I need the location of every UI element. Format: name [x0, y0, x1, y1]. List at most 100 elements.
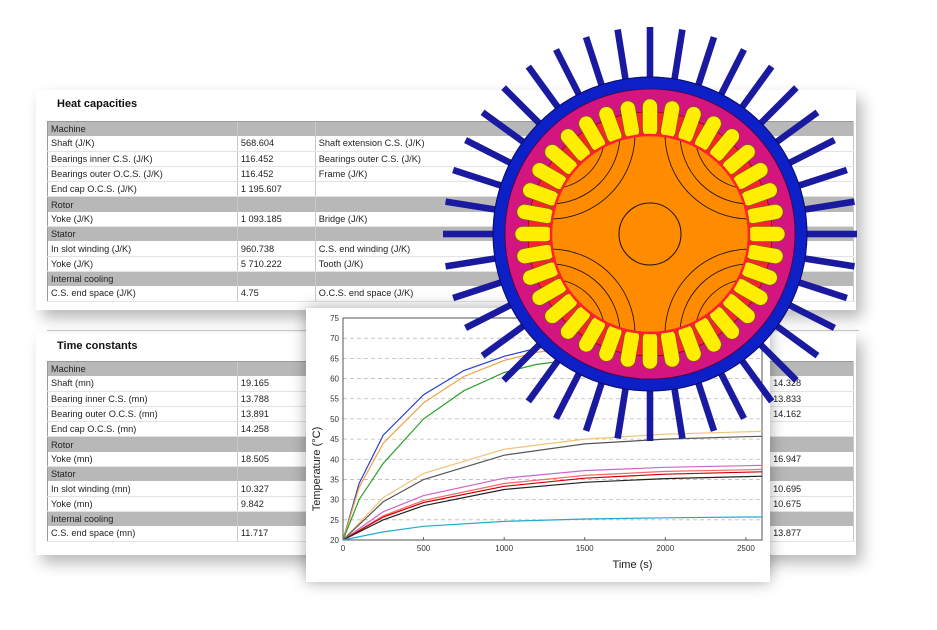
row-value-right: 10.695: [769, 481, 854, 497]
row-value: 10.327: [237, 481, 316, 497]
row-label: In slot winding (J/K): [47, 241, 238, 257]
x-tick-label: 2500: [737, 544, 755, 553]
y-tick-label: 20: [330, 536, 339, 545]
y-tick-label: 60: [330, 375, 339, 384]
empty-cell: [769, 511, 854, 527]
row-value: 11.717: [237, 526, 316, 542]
y-tick-label: 75: [330, 314, 339, 323]
row-label: Yoke (mn): [47, 496, 238, 512]
row-label: In slot winding (mn): [47, 481, 238, 497]
row-value: 18.505: [237, 451, 316, 468]
row-label: Bearing inner C.S. (mn): [47, 391, 238, 407]
x-tick-label: 0: [341, 544, 346, 553]
section-label: Machine: [47, 121, 238, 137]
empty-cell: [237, 271, 316, 287]
y-axis-label: Temperature (°C): [311, 427, 323, 511]
section-label: Rotor: [47, 196, 238, 212]
row-label: Yoke (J/K): [47, 256, 238, 272]
x-tick-label: 1500: [576, 544, 594, 553]
row-value-right: 13.833: [769, 391, 854, 407]
row-label-secondary: Frame (J/K): [315, 166, 855, 183]
row-value: 5 710.222: [237, 256, 316, 272]
section-label: Internal cooling: [47, 511, 238, 527]
row-value: 13.891: [237, 406, 316, 423]
section-header-row: Stator: [47, 226, 855, 242]
section-header-row: Internal cooling: [47, 271, 855, 287]
cooling-pin: [614, 29, 632, 96]
row-label: Bearings inner C.S. (J/K): [47, 151, 238, 167]
series-line-6: [342, 464, 763, 541]
row-label: End cap O.C.S. (mn): [47, 421, 238, 438]
row-value: 1 093.185: [237, 211, 316, 228]
empty-cell: [237, 226, 316, 242]
empty-cell: [237, 511, 316, 527]
temperature-chart: 20 25 30 35 40 45 50 55 60 65 70 75 0 500 1000 1500 2000…: [311, 314, 763, 571]
empty-cell: [315, 226, 855, 242]
row-value: 9.842: [237, 496, 316, 512]
row-value: 4.75: [237, 286, 316, 302]
section-label: Stator: [47, 466, 238, 482]
y-tick-label: 65: [330, 354, 339, 363]
row-value-right: 14.162: [769, 406, 854, 423]
series-line-5: [342, 435, 763, 541]
row-label: Shaft (mn): [47, 376, 238, 392]
section-header-row: Machine: [47, 121, 855, 137]
y-tick-label: 45: [330, 435, 339, 444]
section-label: Internal cooling: [47, 271, 238, 287]
row-label: Shaft (J/K): [47, 136, 238, 152]
row-value: 13.788: [237, 391, 316, 407]
table-row: In slot winding (J/K) 960.738 C.S. end win…: [47, 241, 855, 257]
x-tick-label: 2000: [656, 544, 674, 553]
x-tick-label: 1000: [495, 544, 513, 553]
empty-cell: [237, 361, 316, 377]
empty-cell: [237, 466, 316, 482]
x-axis-label: Time (s): [613, 559, 653, 571]
row-label-secondary: O.C.S. end space (J/K): [315, 286, 855, 302]
series-line-8: [342, 471, 763, 541]
empty-cell: [315, 271, 855, 287]
row-value-right: [769, 421, 854, 438]
y-tick-label: 50: [330, 415, 339, 424]
heat-capacities-table: Machine Shaft (J/K) 568.604 Shaft extension…: [47, 121, 855, 302]
row-value: 116.452: [237, 151, 316, 167]
row-value: 1 195.607: [237, 181, 316, 198]
row-value-right: 14.328: [769, 376, 854, 392]
row-label: C.S. end space (J/K): [47, 286, 238, 302]
series-line-1: [342, 341, 585, 541]
row-label-secondary: Bearings outer C.S. (J/K): [315, 151, 855, 167]
row-value: 19.165: [237, 376, 316, 392]
y-tick-label: 70: [330, 334, 339, 343]
row-value-right: 16.947: [769, 451, 854, 468]
row-label: Yoke (mn): [47, 451, 238, 468]
row-label-secondary: C.S. end winding (J/K): [315, 241, 855, 257]
y-tick-label: 35: [330, 475, 339, 484]
x-tick-label: 500: [417, 544, 431, 553]
table-row: Bearings inner C.S. (J/K) 116.452 Bearings…: [47, 151, 855, 167]
cooling-pin: [646, 27, 654, 93]
table-row: Yoke (J/K) 1 093.185 Bridge (J/K): [47, 211, 855, 228]
empty-cell: [237, 121, 316, 137]
y-tick-label: 25: [330, 516, 339, 525]
series-line-7: [342, 468, 763, 541]
section-header-row: Rotor: [47, 196, 855, 212]
row-label-secondary: Bridge (J/K): [315, 211, 855, 228]
y-tick-label: 30: [330, 496, 339, 505]
empty-cell: [315, 196, 855, 212]
section-label: Rotor: [47, 436, 238, 452]
section-label: Machine: [47, 361, 238, 377]
series-line-4: [342, 430, 763, 541]
table-row: Bearings outer O.C.S. (J/K) 116.452 Frame …: [47, 166, 855, 183]
empty-cell: [769, 436, 854, 452]
row-label-secondary: [315, 181, 855, 198]
row-value: 960.738: [237, 241, 316, 257]
series-line-10: [342, 516, 762, 541]
empty-cell: [237, 436, 316, 452]
row-label: C.S. end space (mn): [47, 526, 238, 542]
table-row: Shaft (J/K) 568.604 Shaft extension C.S. (…: [47, 136, 855, 152]
row-label: Bearings outer O.C.S. (J/K): [47, 166, 238, 183]
row-value: 568.604: [237, 136, 316, 152]
temperature-chart-card: 20 25 30 35 40 45 50 55 60 65 70 75 0 500 1000 1500 2000…: [306, 308, 770, 582]
row-value: 14.258: [237, 421, 316, 438]
row-label: Yoke (J/K): [47, 211, 238, 228]
section-label: Stator: [47, 226, 238, 242]
